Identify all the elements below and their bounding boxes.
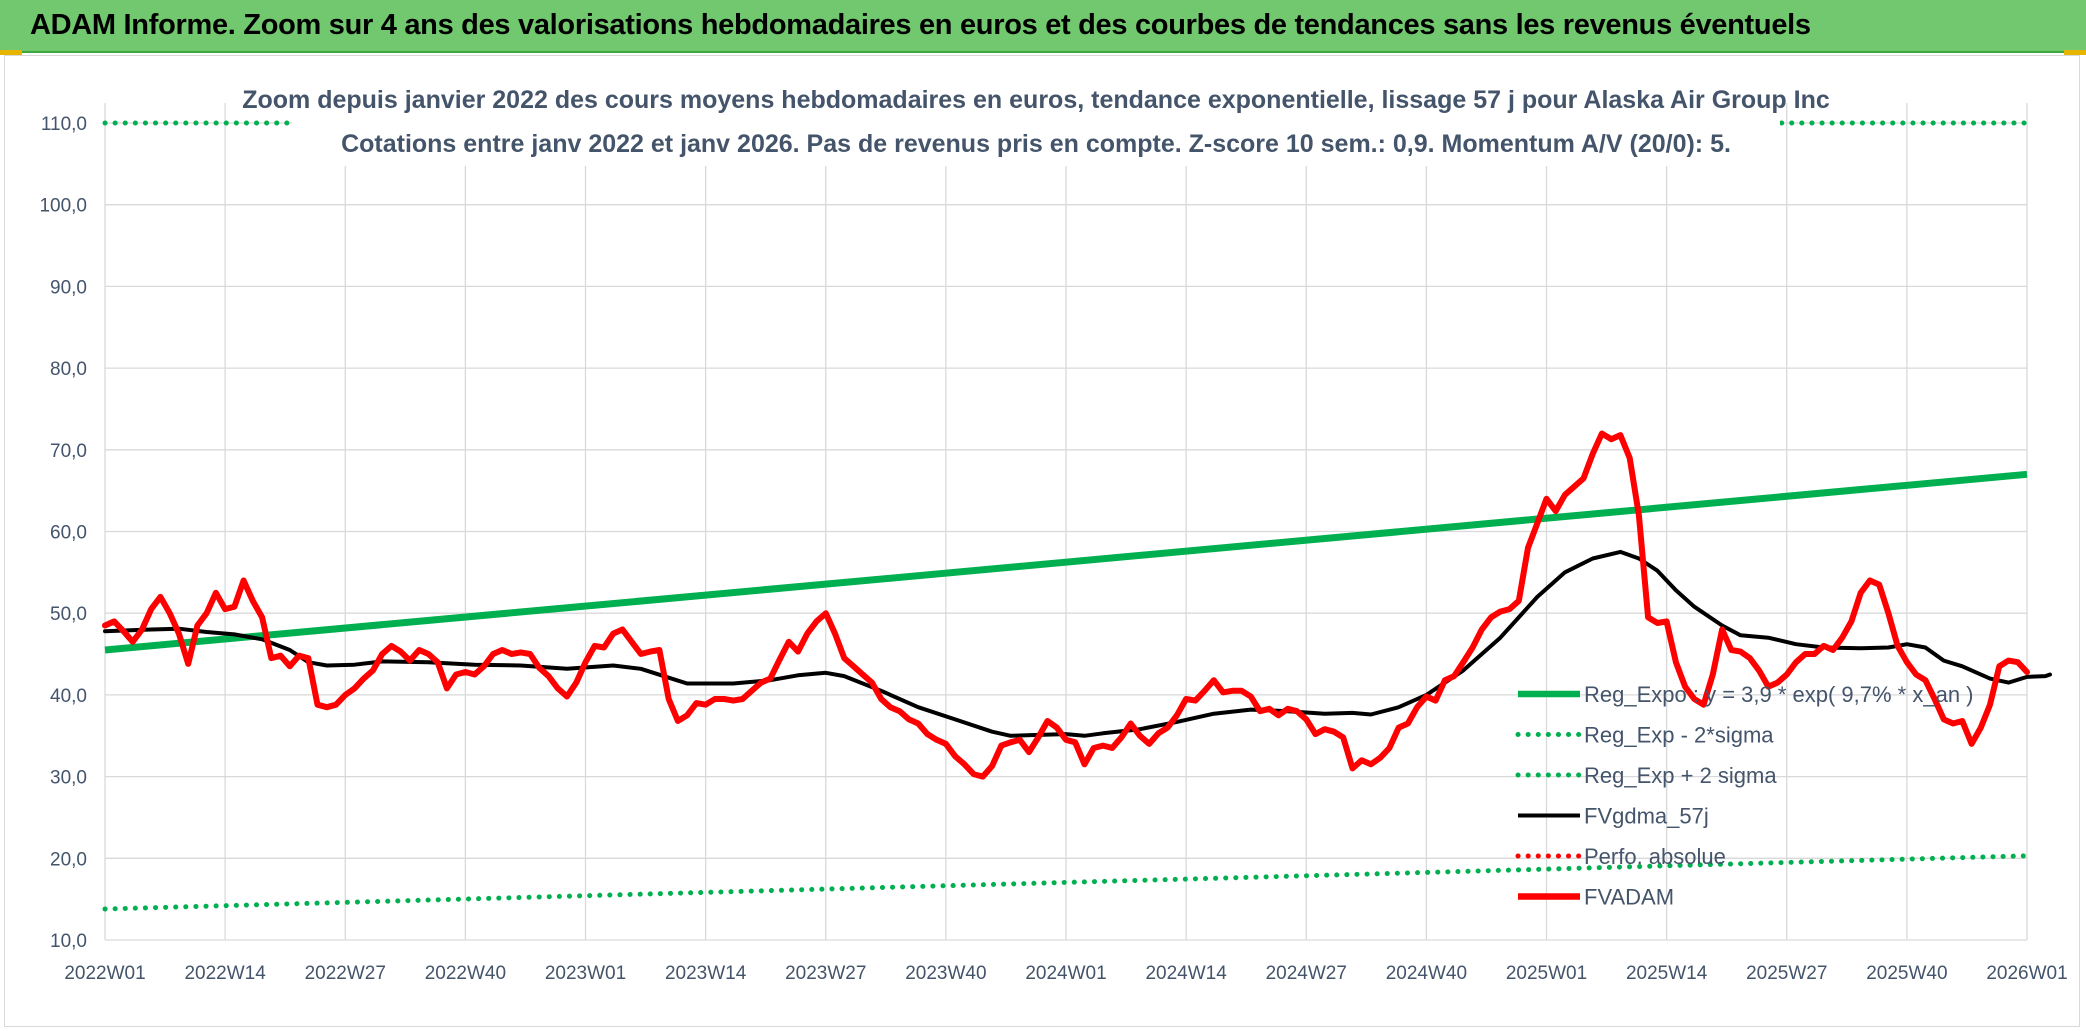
x-tick-label: 2023W40 bbox=[905, 963, 986, 984]
x-tick-label: 2022W27 bbox=[305, 963, 386, 984]
x-tick-label: 2025W40 bbox=[1866, 963, 1947, 984]
x-tick-label: 2025W27 bbox=[1746, 963, 1827, 984]
y-tick-label: 30,0 bbox=[50, 768, 87, 789]
y-tick-label: 10,0 bbox=[50, 931, 87, 952]
x-tick-label: 2024W27 bbox=[1266, 963, 1347, 984]
x-tick-label: 2023W14 bbox=[665, 963, 747, 984]
y-tick-label: 50,0 bbox=[50, 604, 87, 625]
grid bbox=[104, 103, 2028, 941]
chart-title: Zoom depuis janvier 2022 des cours moyen… bbox=[242, 86, 1830, 114]
report-title: ADAM Informe. Zoom sur 4 ans des valoris… bbox=[30, 9, 1811, 41]
report-banner: ADAM Informe. Zoom sur 4 ans des valoris… bbox=[0, 0, 2086, 53]
y-tick-label: 110,0 bbox=[41, 114, 87, 135]
y-tick-label: 20,0 bbox=[50, 849, 87, 870]
chart-frame bbox=[4, 55, 2080, 1027]
legend-label-5: FVADAM bbox=[1584, 885, 1674, 910]
y-tick-label: 70,0 bbox=[50, 441, 87, 462]
x-tick-label: 2024W01 bbox=[1025, 963, 1106, 984]
accent-bar-right bbox=[2064, 50, 2086, 55]
x-tick-label: 2022W14 bbox=[184, 963, 266, 984]
y-tick-label: 60,0 bbox=[50, 523, 87, 544]
y-tick-label: 40,0 bbox=[50, 686, 87, 707]
legend-label-4: Perfo. absolue bbox=[1584, 844, 1726, 869]
x-tick-label: 2025W01 bbox=[1506, 963, 1587, 984]
x-tick-label: 2025W14 bbox=[1626, 963, 1708, 984]
x-tick-label: 2022W01 bbox=[64, 963, 145, 984]
y-tick-label: 100,0 bbox=[39, 196, 87, 217]
x-tick-label: 2023W27 bbox=[785, 963, 866, 984]
y-tick-label: 80,0 bbox=[50, 359, 87, 380]
x-tick-label: 2023W01 bbox=[545, 963, 626, 984]
legend-label-3: FVgdma_57j bbox=[1584, 804, 1709, 829]
legend: Reg_Expo : y = 3,9 * exp( 9,7% * x_an ) R… bbox=[1515, 682, 1974, 910]
tick-labels: 10,0 20,0 30,0 40,0 50,0 60,0 70,0 80,0 90,0 100,… bbox=[39, 114, 2067, 984]
series-line-3 bbox=[103, 549, 2052, 738]
series-line-0 bbox=[104, 470, 2028, 654]
chart-title-backdrop bbox=[292, 76, 1780, 166]
x-tick-label: 2022W40 bbox=[425, 963, 506, 984]
accent-bar-left bbox=[0, 50, 22, 55]
series-layer bbox=[102, 120, 2052, 912]
x-tick-label: 2026W01 bbox=[1986, 963, 2067, 984]
chart-subtitle: Cotations entre janv 2022 et janv 2026. … bbox=[341, 130, 1731, 158]
legend-label-2: Reg_Exp + 2 sigma bbox=[1584, 763, 1777, 788]
legend-label-0: Reg_Expo : y = 3,9 * exp( 9,7% * x_an ) bbox=[1584, 682, 1974, 707]
y-tick-label: 90,0 bbox=[50, 277, 87, 298]
series-line-1 bbox=[102, 853, 2030, 912]
x-tick-label: 2024W40 bbox=[1386, 963, 1467, 984]
x-tick-label: 2024W14 bbox=[1145, 963, 1227, 984]
legend-label-1: Reg_Exp - 2*sigma bbox=[1584, 723, 1774, 748]
series-line-5 bbox=[102, 430, 2030, 780]
